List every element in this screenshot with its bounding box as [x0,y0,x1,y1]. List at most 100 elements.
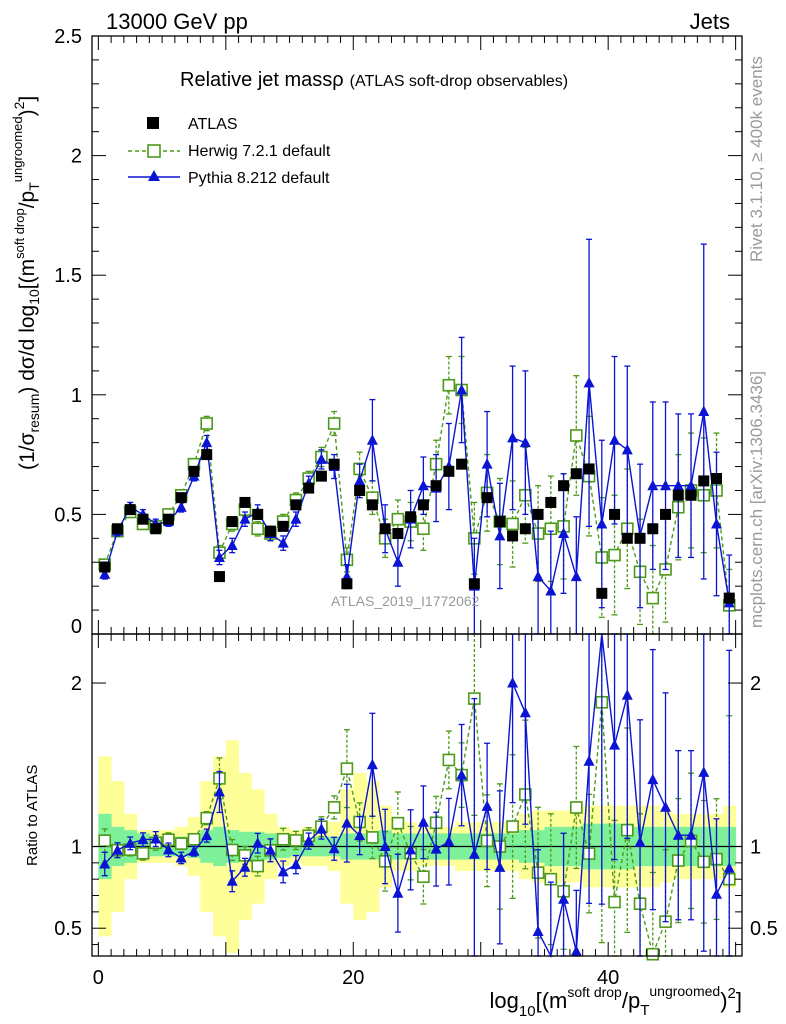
atlas-data-point [366,499,378,511]
atlas-data-point [188,465,200,477]
pythia-main-point [609,434,621,445]
pythia-main-point [366,434,378,445]
pythia-ratio-point [558,893,570,904]
pythia-ratio-point [519,706,531,718]
pythia-ratio-point [405,843,417,855]
main-y-axis-label: (1/σresum) dσ/d log10[(msoft drop/pTungr… [10,96,42,470]
herwig-main-point [570,429,583,442]
herwig-ratio-point [570,801,583,814]
atlas-data-point [723,592,735,604]
pythia-ratio-point [111,844,123,855]
y-tick-label-main: 2.5 [54,26,82,48]
pythia-ratio-point [213,786,225,797]
atlas-data-point [672,489,684,501]
pythia-main-point [201,436,213,448]
pythia-ratio-point [99,858,111,869]
legend-marker-herwig [147,144,161,158]
main-series-layer [98,238,736,635]
pythia-ratio-point [507,677,519,688]
atlas-data-point [226,516,238,528]
y-tick-label-ratio-left: 0.5 [54,918,82,940]
analysis-watermark: ATLAS_2019_I1772062 [331,593,480,609]
x-tick-label: 0 [93,967,104,989]
atlas-data-point [124,504,136,516]
herwig-ratio-point [646,947,660,961]
ratio-y-axis-label: Ratio to ATLAS [24,765,41,866]
pythia-ratio-point [162,843,174,855]
chart-title: Relative jet massρ (ATLAS soft-drop obser… [180,69,568,91]
legend-label-herwig: Herwig 7.2.1 default [188,143,331,160]
atlas-data-point [621,532,633,544]
herwig-ratio-point [506,820,519,833]
atlas-data-point [443,465,455,477]
atlas-data-point [150,523,162,535]
pythia-ratio-point [468,848,480,859]
pythia-main-point [277,537,289,548]
pythia-main-point [456,384,468,395]
x-tick-label: 20 [342,967,364,989]
atlas-data-point [252,508,264,520]
pythia-main-point [545,584,557,596]
pythia-ratio-point [443,835,455,847]
pythia-ratio-point [150,833,162,844]
atlas-data-point [417,499,429,511]
pythia-main-point [532,570,544,582]
atlas-data-point [609,508,621,520]
pythia-main-point [507,431,519,443]
atlas-data-point [303,482,315,494]
pythia-ratio-point [341,817,353,828]
ratio-series-layer [98,633,736,961]
atlas-data-point [137,513,149,525]
legend-marker-atlas [147,117,159,129]
atlas-data-point [711,473,723,485]
pythia-ratio-point [711,888,723,899]
pythia-ratio-point [392,887,404,898]
herwig-ratio-point [608,895,621,909]
pythia-main-point [711,517,723,529]
y-tick-label-ratio-right: 0.5 [750,918,778,940]
pythia-ratio-point [290,858,302,870]
herwig-ratio-point [187,832,201,846]
herwig-ratio-point [98,834,112,847]
pythia-main-point [239,513,251,524]
herwig-main-point [608,548,621,562]
pythia-main-point [481,458,493,469]
herwig-ratio-line [104,698,730,957]
x-axis-label: log10[(msoft drop/pTungroomed)2] [490,983,742,1020]
atlas-data-point [545,496,557,508]
pythia-ratio-point [175,851,187,863]
herwig-ratio-point [225,843,239,857]
atlas-data-point [481,492,493,504]
atlas-data-point [99,561,111,573]
atlas-data-point [570,468,582,480]
herwig-ratio-point [366,831,379,844]
pythia-main-point [315,453,327,464]
pythia-main-point [519,436,531,448]
pythia-main-point [417,479,429,491]
herwig-ratio-point [327,801,341,814]
herwig-main-point [391,512,405,526]
y-tick-label-main: 1 [71,385,82,407]
pythia-main-point [647,479,659,491]
atlas-data-point [685,489,697,501]
atlas-data-point [328,458,340,470]
pythia-main-point [596,517,608,529]
atlas-data-point [596,587,608,599]
herwig-ratio-point [251,859,264,873]
atlas-data-point [354,484,366,496]
pythia-ratio-point [379,840,391,851]
pythia-ratio-point [672,829,684,840]
pythia-ratio-point [252,837,264,848]
pythia-main-point [290,513,302,524]
y-tick-label-ratio-left: 2 [71,673,82,695]
atlas-data-point [583,463,595,475]
pythia-ratio-point [570,945,582,956]
atlas-data-point [213,571,225,583]
pythia-main-point [175,501,187,512]
herwig-main-point [646,591,660,605]
y-tick-label-main: 1.5 [54,265,82,287]
pythia-ratio-point [315,823,327,834]
pythia-ratio-point [481,800,493,811]
pythia-main-point [213,551,225,562]
pythia-ratio-point [226,875,238,886]
